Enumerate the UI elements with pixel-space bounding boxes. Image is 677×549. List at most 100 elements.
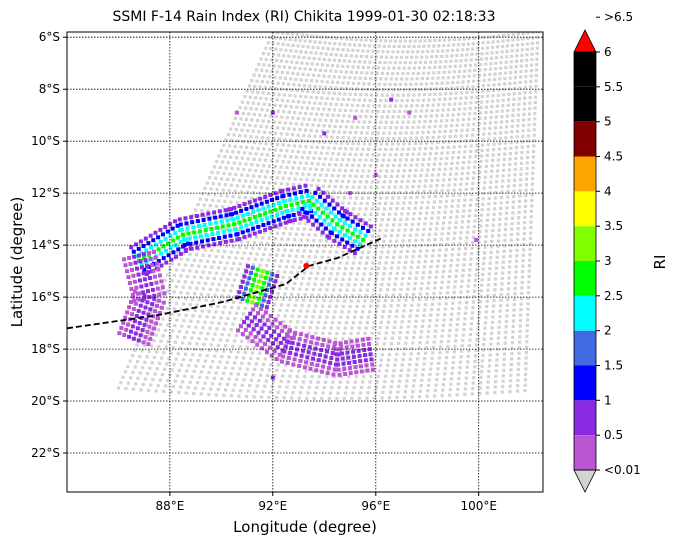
swath-pixel (226, 278, 230, 282)
swath-pixel (488, 358, 492, 362)
plot-frame (66, 31, 544, 493)
rain-pixel (285, 361, 290, 365)
swath-pixel (341, 136, 345, 140)
swath-pixel (276, 270, 280, 274)
swath-pixel (506, 298, 510, 302)
swath-pixel (375, 380, 379, 384)
rain-pixel (170, 226, 175, 231)
swath-pixel (341, 369, 345, 373)
rain-pixel (363, 353, 367, 358)
rain-pixel (245, 264, 250, 269)
swath-pixel (528, 236, 532, 241)
swath-pixel (232, 161, 236, 165)
swath-pixel (426, 286, 430, 290)
swath-pixel (516, 373, 520, 377)
swath-pixel (409, 136, 413, 140)
swath-pixel (164, 345, 168, 349)
rain-pixel (361, 225, 365, 230)
swath-pixel (386, 115, 390, 119)
swath-pixel (430, 109, 434, 113)
swath-pixel (420, 330, 424, 334)
swath-pixel (380, 218, 384, 222)
swath-pixel (496, 250, 500, 254)
swath-pixel (413, 206, 417, 210)
swath-pixel (348, 76, 352, 80)
swath-pixel (419, 287, 423, 291)
swath-pixel (389, 304, 393, 308)
swath-pixel (508, 254, 512, 258)
swath-pixel (347, 310, 351, 314)
swath-pixel (324, 69, 328, 73)
swath-pixel (195, 286, 199, 290)
swath-pixel (196, 381, 200, 385)
swath-pixel (415, 55, 419, 59)
swath-pixel (189, 358, 193, 362)
rain-pixel (293, 330, 298, 335)
swath-pixel (192, 369, 196, 373)
swath-pixel (465, 365, 469, 369)
swath-pixel (494, 266, 498, 270)
swath-pixel (456, 161, 460, 165)
swath-pixel (272, 137, 276, 141)
swath-pixel (258, 141, 262, 145)
swath-pixel (245, 367, 249, 371)
rain-pixel (353, 115, 358, 120)
rain-pixel (195, 245, 200, 250)
swath-pixel (272, 92, 276, 96)
swath-pixel (350, 103, 355, 107)
swath-pixel (321, 277, 325, 281)
swath-pixel (233, 189, 237, 193)
swath-pixel (156, 383, 160, 388)
swath-pixel (291, 166, 295, 170)
swath-pixel (269, 363, 273, 367)
swath-pixel (388, 180, 392, 184)
rain-pixel (252, 277, 257, 282)
rain-pixel (260, 314, 265, 319)
swath-pixel (283, 121, 287, 125)
swath-pixel (326, 129, 330, 134)
swath-pixel (220, 294, 224, 298)
swath-pixel (473, 365, 477, 369)
swath-pixel (222, 288, 226, 292)
swath-pixel (395, 239, 399, 243)
swath-pixel (510, 124, 514, 128)
swath-pixel (506, 38, 510, 43)
rain-pixel (223, 239, 228, 244)
swath-pixel (207, 348, 211, 352)
swath-pixel (468, 106, 472, 110)
swath-pixel (410, 190, 414, 194)
swath-pixel (500, 55, 504, 59)
rain-pixel (250, 265, 255, 270)
rain-pixel (243, 286, 248, 291)
swath-pixel (492, 207, 497, 211)
swath-pixel (401, 174, 405, 178)
swath-pixel (468, 203, 472, 207)
swath-pixel (469, 58, 473, 62)
swath-pixel (469, 144, 473, 148)
swath-pixel (417, 184, 421, 189)
swath-pixel (300, 89, 305, 93)
swath-pixel (502, 93, 506, 97)
swath-pixel (465, 236, 469, 240)
swath-pixel (387, 245, 391, 249)
swath-pixel (316, 90, 320, 94)
swath-pixel (418, 292, 422, 296)
swath-pixel (179, 385, 183, 389)
rain-pixel (355, 343, 360, 348)
swath-pixel (387, 44, 391, 48)
swath-pixel (209, 365, 213, 369)
swath-pixel (195, 303, 199, 307)
rain-pixel (273, 317, 278, 322)
swath-pixel (379, 169, 383, 173)
swath-pixel (345, 103, 349, 107)
swath-pixel (470, 316, 474, 320)
swath-pixel (253, 84, 257, 89)
swath-pixel (344, 125, 348, 129)
swath-pixel (266, 136, 270, 140)
swath-pixel (356, 239, 361, 243)
swath-pixel (402, 233, 406, 238)
swath-pixel (511, 114, 515, 118)
swath-pixel (185, 369, 189, 373)
rain-pixel (331, 372, 336, 377)
swath-pixel (498, 217, 502, 221)
